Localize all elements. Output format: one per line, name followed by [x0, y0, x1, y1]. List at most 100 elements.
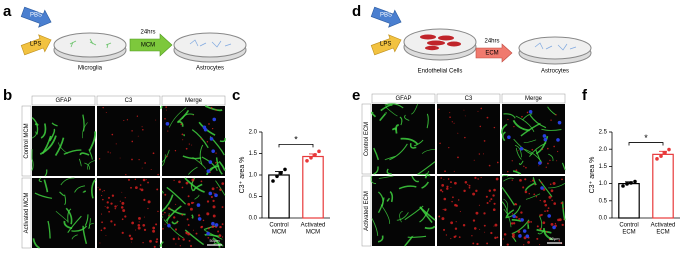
c3-signal: [153, 245, 156, 248]
cell-process: [201, 156, 218, 172]
cell-process: [215, 157, 223, 175]
c3-signal: [176, 221, 179, 224]
cell-process: [171, 220, 179, 225]
c3-signal: [453, 122, 455, 124]
c3-signal: [139, 188, 141, 190]
c3-signal: [217, 230, 220, 233]
c3-signal: [527, 240, 530, 244]
c3-signal: [493, 188, 496, 192]
header-box: [436, 93, 501, 104]
c3-signal: [189, 244, 193, 248]
c3-signal: [526, 111, 529, 114]
significance-bracket: [278, 143, 314, 148]
arrow-label: PBS: [380, 13, 392, 19]
c3-signal: [493, 225, 495, 227]
cells: [534, 42, 577, 51]
c3-signal: [190, 201, 194, 205]
c3-signal: [475, 189, 478, 193]
c3-signal: [553, 145, 555, 148]
c3-signal: [486, 201, 489, 204]
c3-signal: [483, 212, 486, 215]
y-tick-label: 2.0: [599, 147, 608, 153]
cell-process: [184, 229, 205, 246]
c3-signal: [165, 106, 168, 108]
cell-process: [411, 103, 418, 115]
c3-signal: [549, 183, 552, 186]
c3-signal: [111, 194, 115, 197]
cell-process: [31, 131, 37, 139]
c3-signal: [493, 202, 496, 205]
c3-signal: [528, 193, 530, 195]
c3-signal: [523, 149, 525, 151]
cell-process: [404, 205, 424, 221]
micrograph: [97, 178, 160, 248]
c3-signal: [188, 239, 191, 242]
nucleus: [211, 221, 215, 226]
nucleus: [556, 138, 560, 142]
cell-process: [161, 149, 170, 163]
c3-signal: [102, 198, 104, 201]
c3-signal: [150, 168, 152, 170]
nucleus: [214, 193, 218, 198]
c3-signal: [446, 185, 449, 188]
c3-signal: [207, 236, 210, 239]
c3-signal: [479, 228, 481, 230]
cell-process: [55, 210, 69, 222]
c3-signal: [177, 237, 180, 241]
header-box: [371, 93, 436, 104]
c3-signal: [512, 235, 515, 238]
c3-signal: [134, 178, 137, 181]
c3-signal: [192, 201, 195, 204]
cell-process: [82, 114, 85, 132]
cell-process: [417, 170, 430, 176]
cell-process: [561, 162, 566, 171]
c3-signal: [464, 180, 468, 184]
c3-signal: [468, 186, 471, 189]
cell-process: [380, 104, 393, 112]
c3-signal: [441, 183, 445, 187]
c3-signal: [443, 197, 447, 201]
cell-process: [396, 212, 409, 221]
c3-signal: [492, 208, 496, 212]
cell-process: [161, 216, 164, 218]
data-point: [279, 171, 283, 175]
c3-signal: [155, 240, 158, 243]
c3-signal: [448, 146, 450, 149]
c3-signal: [551, 199, 553, 202]
cell-process: [505, 205, 521, 219]
header-box: [501, 93, 566, 104]
header-box: [31, 95, 96, 106]
y-axis-label: C3⁺ area %: [239, 157, 246, 194]
c3-signal: [556, 160, 558, 162]
nucleus: [519, 146, 524, 151]
c3-signal: [464, 136, 466, 139]
c3-signal: [496, 236, 499, 239]
c3-signal: [168, 214, 170, 217]
c3-signal: [547, 162, 549, 165]
c3-signal: [221, 206, 224, 208]
c3-signal: [120, 206, 124, 209]
data-point: [313, 152, 317, 157]
c3-signal: [132, 221, 134, 223]
c3-signal: [130, 237, 133, 241]
c3-signal: [114, 207, 117, 210]
c3-signal: [549, 159, 551, 162]
data-point: [317, 149, 321, 154]
y-tick-label: 1.5: [599, 164, 608, 170]
y-tick-label: 2.0: [249, 130, 258, 136]
c3-signal: [180, 123, 183, 126]
row-label: Control MCM: [24, 123, 30, 158]
cell-process: [67, 215, 82, 233]
diagram-a: PBS LPS Microglia 24hrs MCM Astrocytes: [20, 6, 247, 72]
c3-signal: [164, 223, 166, 225]
column-header: GFAP: [395, 96, 411, 102]
c3-signal: [486, 242, 489, 245]
cell-process: [501, 131, 506, 142]
c3-signal: [523, 236, 527, 240]
c3-signal: [152, 229, 156, 233]
c3-signal: [492, 194, 495, 197]
c3-signal: [182, 238, 185, 241]
c3-signal: [208, 123, 210, 125]
cell-process: [60, 177, 75, 186]
c3-signal: [441, 191, 444, 193]
